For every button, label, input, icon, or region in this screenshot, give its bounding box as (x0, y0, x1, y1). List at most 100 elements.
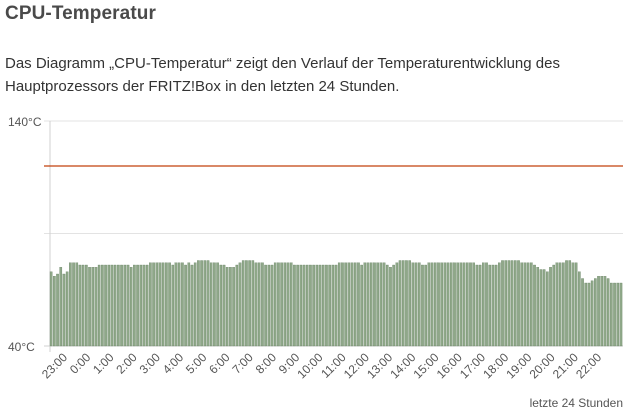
temperature-bar (517, 260, 520, 347)
temperature-bar (174, 262, 178, 347)
temperature-bar (341, 262, 344, 347)
x-tick-label: 20:00 (527, 350, 558, 381)
temperature-bar (219, 264, 223, 347)
temperature-bar (293, 264, 296, 347)
temperature-bar (277, 262, 280, 347)
temperature-bar (241, 260, 245, 347)
temperature-bar (571, 262, 575, 347)
temperature-bar (616, 282, 620, 347)
temperature-bar (232, 267, 235, 347)
temperature-bar (193, 262, 197, 347)
temperature-bar (392, 264, 395, 347)
temperature-bar (69, 262, 72, 347)
temperature-bar (498, 262, 501, 347)
temperature-bar (552, 264, 556, 347)
temperature-bar (280, 262, 283, 347)
temperature-bar (177, 262, 181, 347)
temperature-bar (88, 267, 91, 347)
temperature-bar (238, 262, 242, 347)
temperature-bar (478, 264, 482, 347)
temperature-bar (363, 262, 367, 347)
temperature-bar (229, 267, 232, 347)
temperature-bar (107, 264, 111, 347)
temperature-bar (168, 262, 171, 347)
temperature-bar (360, 264, 363, 347)
page-title: CPU-Temperatur (5, 3, 156, 24)
temperature-bar (321, 264, 325, 347)
temperature-bar (171, 264, 175, 347)
temperature-bar (152, 262, 155, 347)
temperature-bar (187, 262, 191, 347)
x-tick-label: 21:00 (550, 350, 581, 381)
temperature-bar (117, 264, 120, 347)
x-tick-label: 18:00 (480, 350, 511, 381)
temperature-bar (251, 260, 255, 347)
temperature-bar (385, 264, 389, 347)
temperature-bar (610, 282, 613, 347)
temperature-bar (101, 264, 104, 347)
temperature-bar (382, 262, 386, 347)
temperature-bar (424, 264, 427, 347)
temperature-bar (546, 271, 549, 347)
temperature-bar (549, 267, 552, 347)
temperature-bar (296, 264, 299, 347)
temperature-bar (257, 262, 261, 347)
temperature-bar (603, 276, 607, 347)
x-tick-label: 8:00 (253, 350, 280, 377)
y-tick-label-bottom: 40°C (8, 340, 35, 354)
x-tick-label: 3:00 (137, 350, 164, 377)
temperature-bar (366, 262, 370, 347)
temperature-bar (49, 271, 53, 347)
temperature-bar (555, 262, 559, 347)
temperature-bar (389, 267, 392, 347)
temperature-bar (149, 262, 152, 347)
temperature-bar (443, 262, 447, 347)
temperature-bar (350, 262, 354, 347)
temperature-bar (581, 278, 584, 347)
temperature-bar (78, 264, 82, 347)
temperature-bar (248, 260, 251, 347)
temperature-bar (97, 264, 101, 347)
x-tick-label: 7:00 (229, 350, 256, 377)
temperature-bar (289, 262, 293, 347)
temperature-bar (216, 262, 219, 347)
temperature-bar (501, 260, 504, 347)
temperature-bar (120, 264, 123, 347)
temperature-bar (401, 260, 405, 347)
temperature-bar (331, 264, 335, 347)
temperature-bar (123, 264, 127, 347)
temperature-bar (475, 264, 479, 347)
temperature-bar (283, 262, 287, 347)
temperature-bar (408, 260, 411, 347)
temperature-bar (568, 260, 572, 347)
x-tick-label: 10:00 (294, 350, 325, 381)
temperature-bar (113, 264, 117, 347)
x-axis-label: letzte 24 Stunden (530, 396, 623, 410)
temperature-bar (533, 264, 536, 347)
temperature-bar (184, 264, 187, 347)
temperature-bar (440, 262, 443, 347)
temperature-bar (261, 262, 264, 347)
temperature-bar (453, 262, 456, 347)
temperature-bar (325, 264, 328, 347)
x-tick-label: 1:00 (90, 350, 117, 377)
x-tick-label: 4:00 (160, 350, 187, 377)
x-tick-label: 22:00 (573, 350, 604, 381)
temperature-bar (267, 264, 271, 347)
temperature-bar (209, 262, 213, 347)
temperature-bar (110, 264, 114, 347)
temperature-bar (222, 264, 226, 347)
temperature-bar (299, 264, 303, 347)
temperature-bar (200, 260, 203, 347)
temperature-bar (542, 269, 546, 347)
temperature-bar (309, 264, 312, 347)
x-tick-label: 13:00 (364, 350, 395, 381)
temperature-bar (75, 262, 79, 347)
temperature-bar (65, 271, 69, 347)
temperature-bar (539, 269, 543, 347)
x-tick-label: 2:00 (113, 350, 140, 377)
temperature-bar (597, 276, 600, 347)
temperature-bar (430, 262, 434, 347)
temperature-bar (433, 262, 437, 347)
temperature-bar (145, 264, 149, 347)
